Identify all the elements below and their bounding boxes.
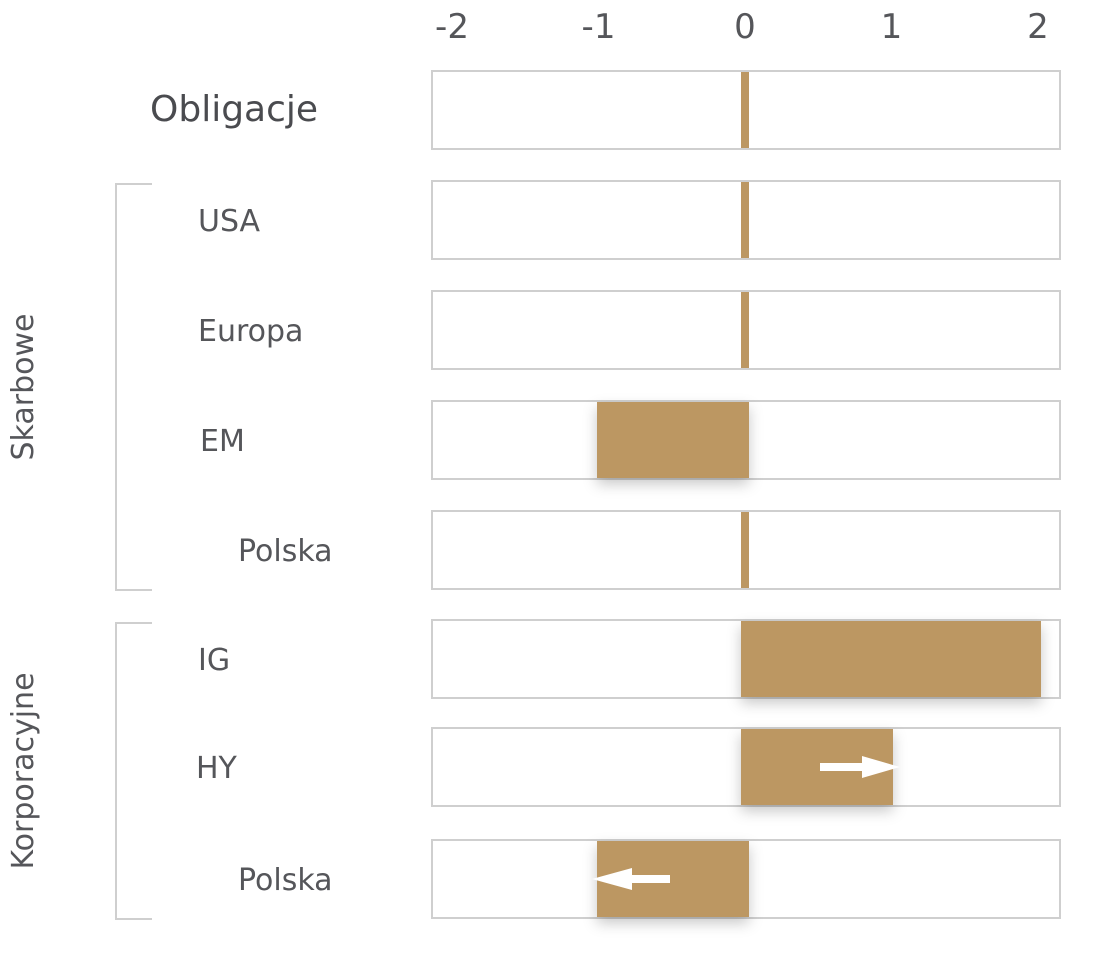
bar-row: Polska xyxy=(238,510,1061,590)
bar xyxy=(741,72,749,148)
category-label: HY xyxy=(196,751,238,786)
bar xyxy=(741,182,749,258)
x-tick-label: 2 xyxy=(1027,7,1049,47)
arrow-left-icon xyxy=(592,868,670,890)
category-label: EM xyxy=(200,424,245,459)
x-tick-label: -1 xyxy=(582,7,616,47)
category-label: Polska xyxy=(238,863,333,898)
category-label: Europa xyxy=(198,314,303,349)
group-label: Skarbowe xyxy=(6,314,41,461)
bar-row: Europa xyxy=(198,290,1061,370)
category-label: Polska xyxy=(238,534,333,569)
bar-row: Obligacje xyxy=(150,70,1061,150)
x-axis-ticks: -2 -1 0 1 2 xyxy=(435,7,1049,47)
category-label: USA xyxy=(198,204,261,239)
group-bracket: Skarbowe xyxy=(6,183,152,591)
x-tick-label: -2 xyxy=(435,7,469,47)
bar xyxy=(597,402,749,478)
bar-row: USA xyxy=(198,180,1061,260)
arrow-right-icon xyxy=(820,756,900,778)
bar-row: IG xyxy=(198,619,1061,699)
category-label: Obligacje xyxy=(150,89,318,130)
bar-row: HY xyxy=(196,727,1061,807)
bar xyxy=(741,621,1041,697)
bar-row: EM xyxy=(200,400,1061,480)
bar-row: Polska xyxy=(238,839,1061,919)
category-label: IG xyxy=(198,643,230,678)
group-bracket: Korporacyjne xyxy=(6,622,152,920)
bar xyxy=(741,292,749,368)
group-brackets: Skarbowe Korporacyjne xyxy=(6,183,152,920)
bar-rows: Obligacje USA Europa EM Polska IG HY Polska xyxy=(150,70,1061,919)
x-tick-label: 0 xyxy=(734,7,756,47)
group-label: Korporacyjne xyxy=(6,672,41,869)
x-tick-label: 1 xyxy=(881,7,903,47)
bar xyxy=(741,512,749,588)
